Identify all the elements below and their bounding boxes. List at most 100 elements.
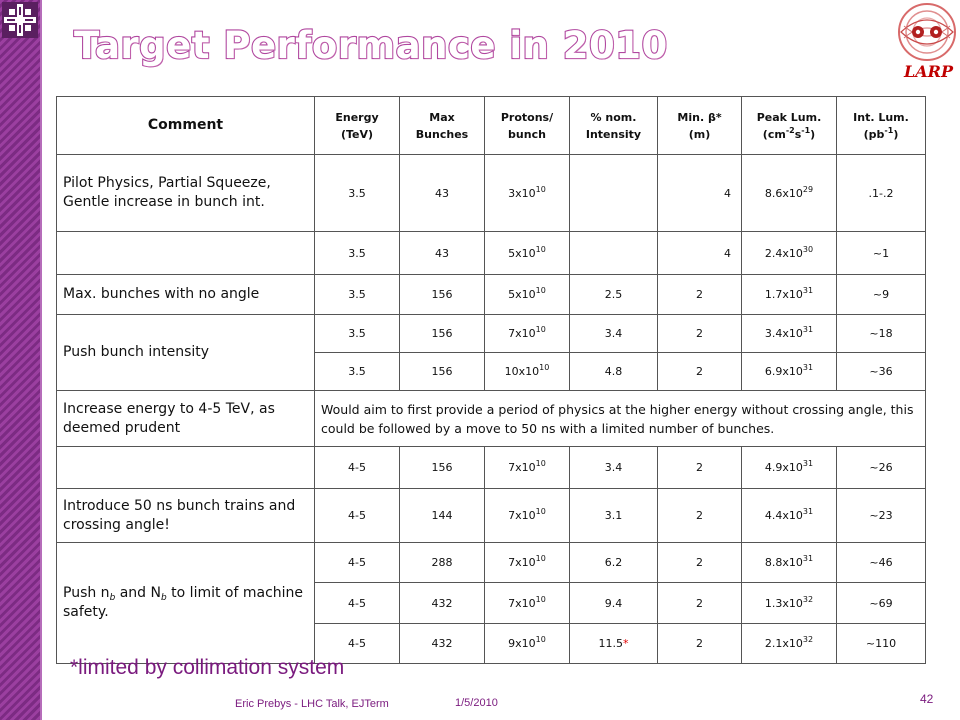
table-row: 3.5 43 5x1010 4 2.4x1030 ~1: [56, 231, 926, 275]
cell-intensity: 3.1: [569, 488, 658, 543]
cell-bunches: 156: [399, 352, 485, 391]
table-row: Max. bunches with no angle 3.5 156 5x101…: [56, 274, 926, 315]
slide-sidebar-stripe: [0, 0, 42, 720]
cell-beta: 2: [657, 274, 742, 315]
table-row: 4-5 156 7x1010 3.4 2 4.9x1031 ~26: [56, 446, 926, 489]
footer-date: 1/5/2010: [455, 697, 498, 709]
row-comment: Pilot Physics, Partial Squeeze, Gentle i…: [56, 154, 315, 232]
cell-int-lum: ~110: [836, 623, 926, 664]
cell-protons: 7x1010: [484, 582, 570, 624]
cell-int-lum: ~1: [836, 231, 926, 275]
cell-int-lum: ~69: [836, 582, 926, 624]
cell-int-lum: ~26: [836, 446, 926, 489]
cell-bunches: 156: [399, 314, 485, 353]
cell-beta: 2: [657, 542, 742, 583]
collimation-asterisk: *: [623, 637, 629, 650]
cell-energy: 3.5: [314, 274, 400, 315]
header-max-bunches: Max Bunches: [399, 96, 485, 155]
cell-intensity: 3.4: [569, 446, 658, 489]
cell-protons: 7x1010: [484, 314, 570, 353]
cell-energy: 4-5: [314, 582, 400, 624]
cell-peak-lum: 1.7x1031: [741, 274, 837, 315]
cell-peak-lum: 4.4x1031: [741, 488, 837, 543]
cell-protons: 10x1010: [484, 352, 570, 391]
row-comment: [56, 446, 315, 489]
row-note: Would aim to first provide a period of p…: [314, 390, 926, 447]
cell-peak-lum: 2.4x1030: [741, 231, 837, 275]
cell-bunches: 432: [399, 582, 485, 624]
cell-energy: 3.5: [314, 231, 400, 275]
cell-energy: 3.5: [314, 352, 400, 391]
cell-peak-lum: 8.6x1029: [741, 154, 837, 232]
cell-peak-lum: 4.9x1031: [741, 446, 837, 489]
cell-bunches: 144: [399, 488, 485, 543]
cell-protons: 5x1010: [484, 274, 570, 315]
cell-int-lum: ~9: [836, 274, 926, 315]
row-comment: Push nb and Nb to limit of machine safet…: [56, 542, 315, 664]
table-row: 4-5 432 7x1010 9.4 2 1.3x1032 ~69: [57, 582, 926, 624]
cell-beta: 2: [657, 314, 742, 353]
table-header-row: Comment Energy (TeV) Max Bunches Protons/b…: [56, 96, 926, 155]
table-row: Pilot Physics, Partial Squeeze, Gentle i…: [56, 154, 926, 232]
cell-beta: 4: [657, 154, 742, 232]
cell-beta: 2: [657, 582, 742, 624]
cell-intensity: 4.8: [569, 352, 658, 391]
cell-int-lum: ~46: [836, 542, 926, 583]
cell-protons: 9x1010: [484, 623, 570, 664]
cell-protons: 3x1010: [484, 154, 570, 232]
cell-bunches: 156: [399, 446, 485, 489]
table-row: 4-5 432 9x1010 11.5* 2 2.1x1032 ~110: [57, 623, 926, 664]
cell-bunches: 43: [399, 231, 485, 275]
header-comment: Comment: [56, 96, 315, 155]
performance-table: Comment Energy (TeV) Max Bunches Protons/b…: [56, 96, 926, 664]
header-int-lum: Int. Lum. (pb-1): [836, 96, 926, 155]
cell-beta: 2: [657, 488, 742, 543]
cell-beta: 2: [657, 623, 742, 664]
cell-int-lum: ~23: [836, 488, 926, 543]
footer-author: Eric Prebys - LHC Talk, EJTerm: [235, 698, 389, 710]
cell-protons: 7x1010: [484, 542, 570, 583]
cell-peak-lum: 1.3x1032: [741, 582, 837, 624]
header-percent-intensity: % nom. Intensity: [569, 96, 658, 155]
cell-peak-lum: 8.8x1031: [741, 542, 837, 583]
cell-bunches: 43: [399, 154, 485, 232]
header-min-beta: Min. β* (m): [657, 96, 742, 155]
table-row: Push bunch intensity 3.5 156 7x1010 3.4 …: [56, 314, 926, 391]
cell-intensity: [569, 231, 658, 275]
header-protons-per-bunch: Protons/bunch: [484, 96, 570, 155]
cell-bunches: 156: [399, 274, 485, 315]
cell-intensity: 2.5: [569, 274, 658, 315]
collimation-footnote: *limited by collimation system: [70, 656, 345, 679]
cell-energy: 3.5: [314, 154, 400, 232]
slide-title: Target Performance in 2010: [73, 23, 668, 68]
page-number: 42: [920, 692, 934, 706]
cell-peak-lum: 3.4x1031: [741, 314, 837, 353]
row-comment: Introduce 50 ns bunch trains and crossin…: [56, 488, 315, 543]
table-row: Introduce 50 ns bunch trains and crossin…: [56, 488, 926, 543]
cell-peak-lum: 2.1x1032: [741, 623, 837, 664]
cell-protons: 5x1010: [484, 231, 570, 275]
cell-peak-lum: 6.9x1031: [741, 352, 837, 391]
fermilab-logo-icon: [2, 2, 38, 38]
row-comment: Max. bunches with no angle: [56, 274, 315, 315]
cell-beta: 4: [657, 231, 742, 275]
table-row: 3.5 156 10x1010 4.8 2 6.9x1031 ~36: [57, 352, 926, 391]
cell-intensity: 9.4: [569, 582, 658, 624]
table-row: Push nb and Nb to limit of machine safet…: [56, 542, 926, 664]
cell-energy: 4-5: [314, 488, 400, 543]
header-peak-lum: Peak Lum. (cm-2s-1): [741, 96, 837, 155]
cell-intensity: 3.4: [569, 314, 658, 353]
larp-logo-icon: [896, 2, 958, 80]
cell-int-lum: ~36: [836, 352, 926, 391]
row-comment: Push bunch intensity: [56, 314, 315, 391]
row-comment: [56, 231, 315, 275]
header-energy: Energy (TeV): [314, 96, 400, 155]
cell-intensity: 6.2: [569, 542, 658, 583]
row-comment: Increase energy to 4-5 TeV, as deemed pr…: [56, 390, 315, 447]
cell-energy: 3.5: [314, 314, 400, 353]
cell-intensity: [569, 154, 658, 232]
cell-protons: 7x1010: [484, 446, 570, 489]
cell-beta: 2: [657, 446, 742, 489]
cell-energy: 4-5: [314, 446, 400, 489]
table-row: Increase energy to 4-5 TeV, as deemed pr…: [56, 390, 926, 447]
